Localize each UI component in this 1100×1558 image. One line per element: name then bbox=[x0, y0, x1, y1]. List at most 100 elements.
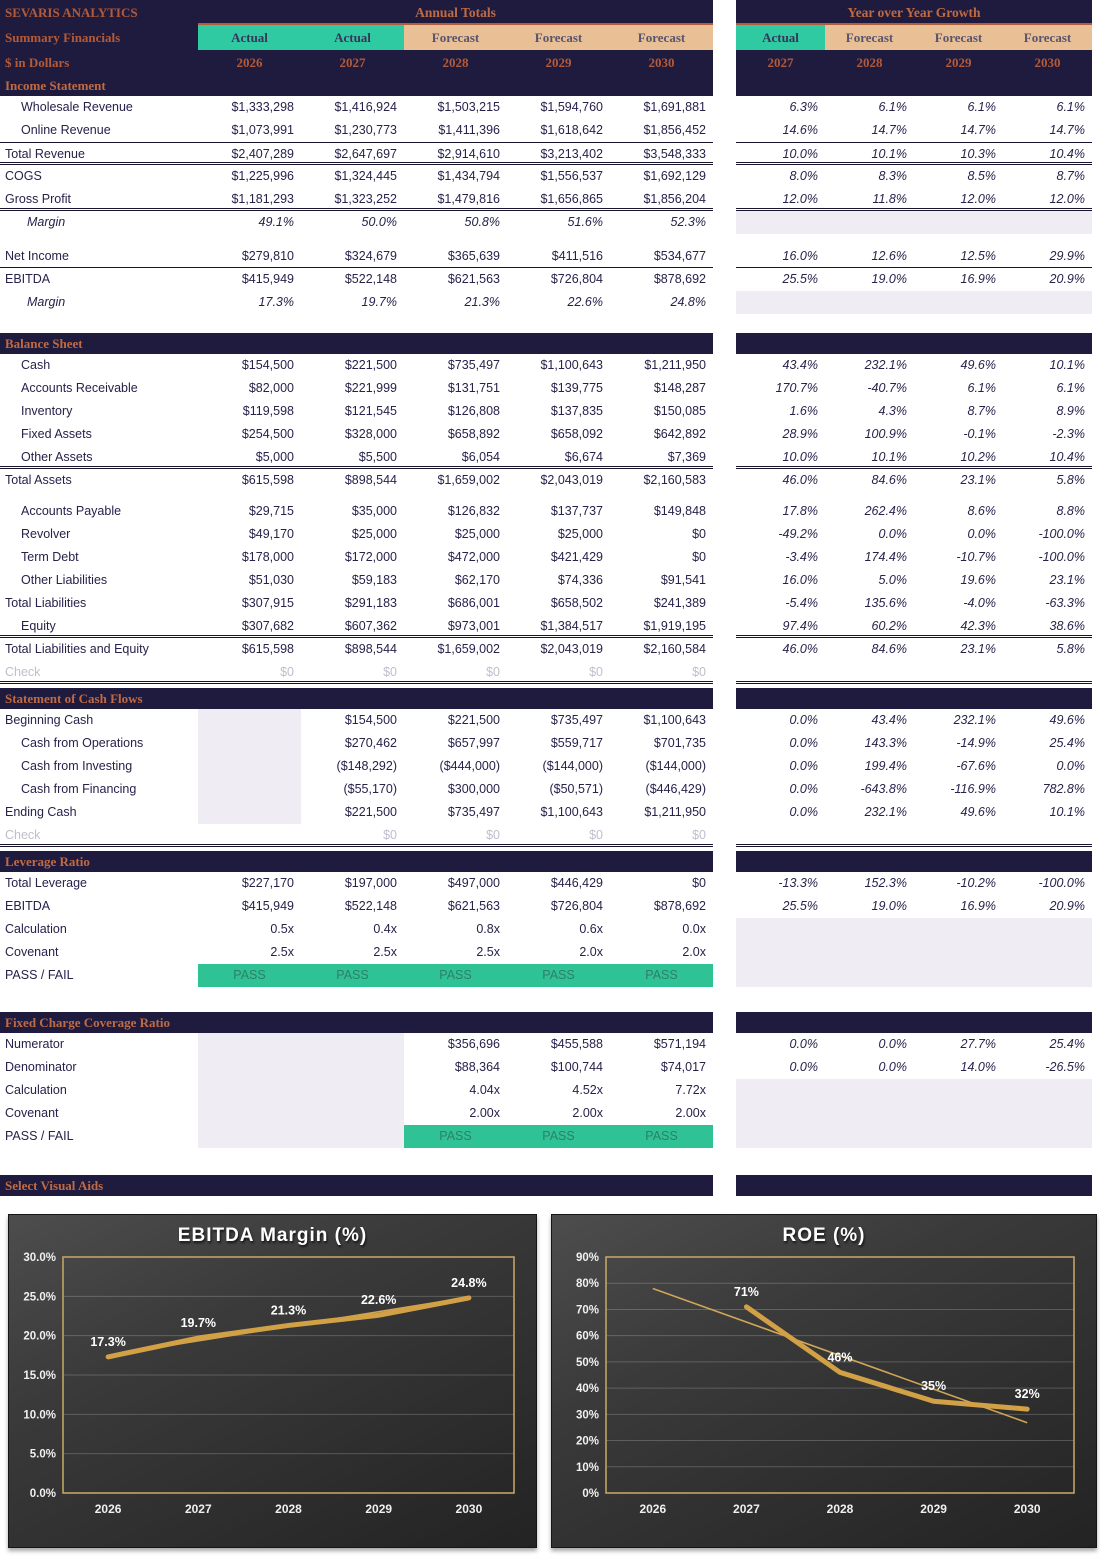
value-cell: 0.5x bbox=[270, 922, 294, 936]
value-cell: 2.00x bbox=[675, 1106, 706, 1120]
value-cell: $1,073,991 bbox=[231, 123, 294, 137]
pass-badge: PASS bbox=[404, 964, 507, 987]
value-cell: $25,000 bbox=[351, 527, 397, 541]
table-row: 0.0% 0.0% 27.7% 25.4% bbox=[736, 1033, 1092, 1056]
yoy-cell bbox=[736, 661, 825, 681]
row-label: Covenant bbox=[5, 945, 59, 959]
value-cell bbox=[301, 1102, 404, 1125]
row-label: Revolver bbox=[21, 527, 71, 541]
value-cell: $3,213,402 bbox=[540, 147, 603, 161]
value-cell: $154,500 bbox=[344, 713, 397, 727]
value-cell: $2,043,019 bbox=[540, 642, 603, 656]
value-cell: $1,503,215 bbox=[437, 100, 500, 114]
column-year-header: 2029 bbox=[545, 55, 572, 70]
yoy-cell: 8.7% bbox=[967, 404, 997, 418]
yoy-cell: 10.4% bbox=[1049, 450, 1085, 464]
value-cell: $1,333,298 bbox=[231, 100, 294, 114]
yoy-cell bbox=[736, 941, 825, 964]
yoy-cell: 16.0% bbox=[782, 573, 818, 587]
value-cell: $139,775 bbox=[550, 381, 603, 395]
value-cell: ($148,292) bbox=[336, 759, 397, 773]
yoy-cell: 29.9% bbox=[1049, 249, 1085, 263]
table-row: 1.6% 4.3% 8.7% 8.9% bbox=[736, 400, 1092, 423]
value-cell: $137,835 bbox=[550, 404, 603, 418]
value-cell: $642,892 bbox=[653, 427, 706, 441]
annual-totals-card: SEVARIS ANALYTICS Annual Totals Summary … bbox=[0, 0, 713, 1196]
yoy-cell bbox=[914, 1079, 1003, 1102]
yoy-cell: 1.6% bbox=[789, 404, 819, 418]
yoy-cell: 0.0% bbox=[967, 527, 997, 541]
column-type-header: Forecast bbox=[914, 25, 1003, 50]
yoy-cell: 43.4% bbox=[871, 713, 907, 727]
value-cell: $1,384,517 bbox=[540, 619, 603, 633]
row-label: Covenant bbox=[5, 1106, 59, 1120]
value-cell: $1,211,950 bbox=[644, 358, 706, 372]
column-type-header: Forecast bbox=[404, 25, 507, 50]
value-cell: ($144,000) bbox=[542, 759, 603, 773]
y-axis-tick-label: 10.0% bbox=[23, 1409, 56, 1421]
yoy-cell: 12.6% bbox=[871, 249, 907, 263]
value-cell: $0 bbox=[692, 665, 706, 679]
value-cell bbox=[198, 755, 301, 778]
data-label: 19.7% bbox=[181, 1316, 216, 1330]
y-axis-tick-label: 30.0% bbox=[23, 1252, 56, 1264]
yoy-cell bbox=[825, 1102, 914, 1125]
value-cell bbox=[301, 1056, 404, 1079]
yoy-cell: 8.7% bbox=[1056, 169, 1086, 183]
yoy-cell: 152.3% bbox=[864, 876, 907, 890]
value-cell: 21.3% bbox=[464, 295, 500, 309]
pass-badge: PASS bbox=[610, 964, 713, 987]
data-label: 21.3% bbox=[271, 1303, 306, 1317]
table-row: Margin 17.3% 19.7% 21.3% 22.6% 24.8% bbox=[0, 291, 713, 314]
table-row: Denominator $88,364 $100,744 $74,017 bbox=[0, 1056, 713, 1079]
x-axis-tick-label: 2029 bbox=[920, 1502, 947, 1516]
value-cell: $119,598 bbox=[242, 404, 294, 418]
value-cell: 2.00x bbox=[572, 1106, 603, 1120]
table-row: 10.0% 10.1% 10.3% 10.4% bbox=[736, 142, 1092, 165]
yoy-cell bbox=[825, 211, 914, 234]
table-row: 0.0% 0.0% 14.0% -26.5% bbox=[736, 1056, 1092, 1079]
x-axis-tick-label: 2030 bbox=[1014, 1502, 1041, 1516]
section-header-statement-of-cash-flows: Statement of Cash Flows bbox=[0, 688, 713, 709]
yoy-cell: -100.0% bbox=[1038, 550, 1085, 564]
value-cell: $137,737 bbox=[550, 504, 603, 518]
yoy-cell: -67.6% bbox=[956, 759, 996, 773]
table-row: Net Income $279,810 $324,679 $365,639 $411,5… bbox=[0, 245, 713, 268]
yoy-cell bbox=[825, 941, 914, 964]
section-header-leverage-ratio: Leverage Ratio bbox=[0, 851, 713, 872]
value-cell: $0 bbox=[589, 828, 603, 842]
table-row: Ending Cash $221,500 $735,497 $1,100,643 $1,… bbox=[0, 801, 713, 824]
value-cell: $270,462 bbox=[344, 736, 397, 750]
yoy-cell: -4.0% bbox=[963, 596, 996, 610]
table-row: Cash from Investing ($148,292) ($444,000) (… bbox=[0, 755, 713, 778]
yoy-cell: 14.7% bbox=[871, 123, 907, 137]
value-cell: $421,429 bbox=[550, 550, 603, 564]
y-axis-tick-label: 70% bbox=[576, 1304, 599, 1316]
yoy-cell: 19.0% bbox=[871, 272, 907, 286]
yoy-cell: 0.0% bbox=[789, 713, 819, 727]
value-cell: $973,001 bbox=[447, 619, 500, 633]
value-cell: $2,160,584 bbox=[643, 642, 706, 656]
yoy-cell: 49.6% bbox=[960, 805, 996, 819]
section-header-leverage-ratio bbox=[736, 851, 1092, 872]
table-row: 46.0% 84.6% 23.1% 5.8% bbox=[736, 638, 1092, 661]
value-cell: $522,148 bbox=[344, 899, 397, 913]
table-row: Cash $154,500 $221,500 $735,497 $1,100,643 $1… bbox=[0, 354, 713, 377]
yoy-cell: -643.8% bbox=[860, 782, 907, 796]
table-row: 6.3% 6.1% 6.1% 6.1% bbox=[736, 96, 1092, 119]
value-cell: ($446,429) bbox=[645, 782, 706, 796]
column-year-header: 2027 bbox=[339, 55, 366, 70]
value-cell: $59,183 bbox=[351, 573, 397, 587]
row-label: Equity bbox=[21, 619, 56, 633]
x-axis-tick-label: 2026 bbox=[639, 1502, 666, 1516]
table-row: Check $0 $0 $0 $0 $0 bbox=[0, 661, 713, 684]
yoy-cell bbox=[736, 291, 825, 314]
table-row: 0.0% 143.3% -14.9% 25.4% bbox=[736, 732, 1092, 755]
value-cell: $0 bbox=[486, 828, 500, 842]
yoy-cell bbox=[1003, 918, 1092, 941]
table-row: Equity $307,682 $607,362 $973,001 $1,384,517… bbox=[0, 615, 713, 638]
yoy-cell: 8.0% bbox=[789, 169, 819, 183]
value-cell bbox=[198, 1056, 301, 1079]
value-cell: $29,715 bbox=[248, 504, 294, 518]
value-cell: $82,000 bbox=[248, 381, 294, 395]
